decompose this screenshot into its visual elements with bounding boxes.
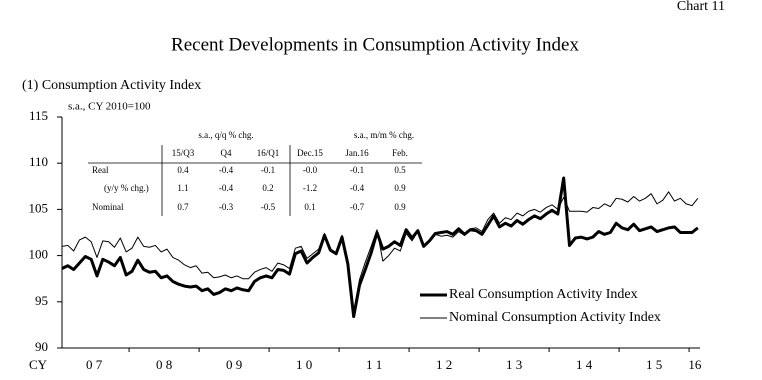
series-line — [61, 176, 699, 319]
table-cell: -1.2 — [303, 183, 317, 193]
table-cell: 1.1 — [177, 183, 188, 193]
table-group-header: s.a., m/m % chg. — [354, 130, 414, 140]
x-tick-label: 1 5 — [646, 357, 662, 372]
subtitle: (1) Consumption Activity Index — [22, 78, 201, 93]
table-cell: -0.1 — [261, 165, 275, 175]
table-cell: -0.1 — [350, 165, 364, 175]
y-tick-label: 90 — [35, 339, 48, 354]
table-row-label: Real — [92, 165, 109, 175]
table-column-header: 15/Q3 — [172, 148, 195, 158]
table-cell: -0.0 — [303, 165, 318, 175]
table-cell: 0.7 — [177, 202, 189, 212]
x-tick-label: 1 4 — [576, 357, 593, 372]
corner-label: Chart 11 — [677, 0, 725, 14]
table-cell: 0.1 — [304, 202, 315, 212]
table-cell: -0.4 — [350, 183, 365, 193]
x-tick-label: 1 1 — [366, 357, 382, 372]
table-cell: -0.3 — [219, 202, 234, 212]
y-tick-label: 115 — [29, 108, 48, 123]
y-note: s.a., CY 2010=100 — [68, 101, 151, 113]
table-cell: 0.2 — [262, 183, 273, 193]
table-group-header: s.a., q/q % chg. — [198, 130, 253, 140]
table-column-header: Jan.16 — [345, 148, 369, 158]
table-cell: -0.5 — [261, 202, 276, 212]
x-tick-label: 16 — [688, 357, 702, 372]
legend-label: Nominal Consumption Activity Index — [449, 310, 661, 325]
x-tick-label: 0 9 — [226, 357, 242, 372]
table-cell: 0.9 — [394, 183, 406, 193]
legend-label: Real Consumption Activity Index — [449, 287, 638, 302]
series-line — [61, 191, 699, 313]
table-cell: -0.7 — [350, 202, 365, 212]
table-cell: 0.5 — [394, 165, 406, 175]
chart-title: Recent Developments in Consumption Activ… — [171, 34, 579, 55]
table-cell: 0.4 — [177, 165, 189, 175]
table-column-header: Dec.15 — [297, 148, 323, 158]
table-cell: 0.9 — [394, 202, 406, 212]
x-tick-label: 0 7 — [86, 357, 103, 372]
x-tick-label: 1 0 — [296, 357, 312, 372]
y-tick-label: 105 — [29, 200, 49, 215]
x-tick-label: 0 8 — [156, 357, 172, 372]
table-column-header: 16/Q1 — [257, 148, 280, 158]
y-tick-label: 100 — [29, 247, 49, 262]
table-cell: -0.4 — [219, 183, 234, 193]
table-row-label: (y/y % chg.) — [104, 183, 149, 193]
y-tick-label: 95 — [35, 293, 48, 308]
table-column-header: Q4 — [221, 148, 232, 158]
y-tick-label: 110 — [29, 154, 48, 169]
table-column-header: Feb. — [392, 148, 408, 158]
x-tick-label: 1 2 — [436, 357, 452, 372]
table-row-label: Nominal — [92, 202, 124, 212]
table-cell: -0.4 — [219, 165, 234, 175]
x-label: CY — [29, 357, 48, 372]
x-tick-label: 1 3 — [506, 357, 522, 372]
